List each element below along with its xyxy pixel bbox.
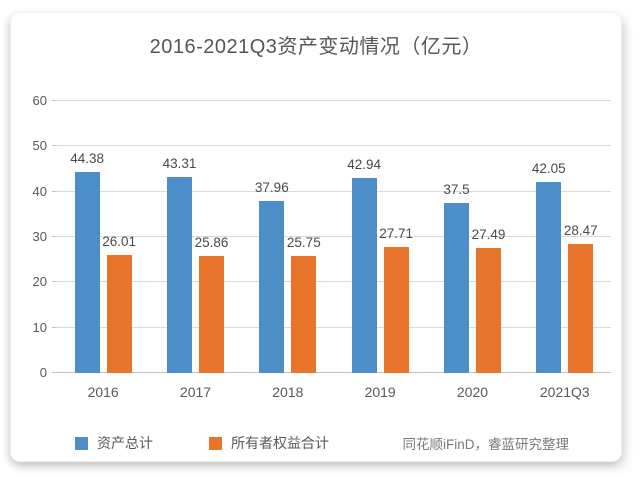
- legend-swatch-assets-icon: [75, 436, 88, 450]
- bar-value-label-assets-2018: 37.96: [254, 179, 289, 195]
- bar-group-2019: 42.94 27.71 2019: [334, 101, 426, 400]
- bar-value-label-equity-2017: 25.86: [194, 234, 229, 250]
- bar-value-label-equity-2018: 25.75: [286, 235, 321, 251]
- y-tick-label-10: 10: [32, 319, 47, 335]
- y-tick-label-50: 50: [32, 138, 47, 154]
- bar-group-2016: 44.38 26.01 2016: [57, 101, 149, 400]
- bar-equity-2020: 27.49: [472, 227, 505, 373]
- gridline-20: [57, 281, 611, 283]
- x-tick-label-2021Q3: 2021Q3: [539, 384, 590, 400]
- y-tick-label-0: 0: [39, 365, 47, 380]
- y-tick-label-20: 20: [32, 274, 47, 290]
- legend-swatch-equity-icon: [209, 436, 222, 450]
- axis-tick-20: [52, 281, 57, 283]
- legend-label-assets: 资产总计: [97, 435, 153, 451]
- axis-tick-40: [52, 190, 57, 192]
- bar-equity-2019: 27.71: [379, 226, 413, 373]
- bar-group-2017: 43.31 25.86 2017: [149, 101, 241, 400]
- gridline-0: [57, 372, 611, 373]
- bar-equity-2018: 25.75: [287, 235, 321, 373]
- bar-value-label-assets-2020: 37.5: [443, 182, 470, 197]
- x-tick-label-2019: 2019: [364, 384, 396, 400]
- bar-value-label-assets-2021Q3: 42.05: [531, 161, 566, 177]
- bar-equity-2017: 25.86: [195, 235, 228, 373]
- legend-item-assets: 资产总计: [75, 433, 153, 453]
- source-note: 同花顺iFinD，睿蓝研究整理: [402, 437, 569, 452]
- bar-group-2020: 37.5 27.49 2020: [426, 101, 518, 400]
- chart-title: 2016-2021Q3资产变动情况（亿元）: [149, 36, 483, 58]
- chart-card: 2016-2021Q3资产变动情况（亿元） 0 10 20 30 40 50 60 44.3…: [10, 12, 622, 462]
- axis-tick-30: [52, 236, 57, 237]
- bar-assets-2020: 37.5: [443, 182, 470, 373]
- legend: 资产总计 所有者权益合计 同花顺iFinD，睿蓝研究整理: [75, 433, 569, 453]
- bar-value-label-equity-2019: 27.71: [379, 226, 414, 242]
- bar-group-2018: 37.96 25.75 2018: [242, 101, 334, 400]
- y-tick-label-60: 60: [32, 93, 47, 108]
- bar-assets-2016: 44.38: [70, 151, 104, 373]
- gridline-10: [57, 326, 611, 328]
- x-tick-label-2020: 2020: [456, 384, 489, 400]
- bar-value-label-assets-2019: 42.94: [347, 157, 382, 173]
- y-axis: 0 10 20 30 40 50 60: [21, 94, 57, 380]
- bar-assets-2017: 43.31: [163, 156, 196, 373]
- axis-tick-0: [52, 372, 57, 373]
- chart-area: 0 10 20 30 40 50 60 44.38 26.01 2016 43.31 25.86 20…: [21, 94, 611, 400]
- y-tick-label-30: 30: [32, 229, 47, 244]
- axis-tick-60: [52, 100, 57, 101]
- bar-value-label-equity-2020: 27.49: [471, 227, 506, 243]
- bar-assets-2019: 42.94: [347, 157, 381, 373]
- gridline-50: [57, 145, 611, 147]
- bar-equity-2016: 26.01: [102, 234, 136, 373]
- x-tick-label-2016: 2016: [87, 384, 119, 400]
- bar-value-label-equity-2016: 26.01: [102, 234, 137, 250]
- gridline-30: [57, 236, 611, 237]
- bar-value-label-assets-2016: 44.38: [70, 150, 105, 166]
- bar-value-label-equity-2021Q3: 28.47: [563, 222, 598, 238]
- y-tick-label-40: 40: [32, 183, 47, 199]
- bar-groups: 44.38 26.01 2016 43.31 25.86 2017 37.96 25.75 20…: [57, 101, 611, 400]
- axis-tick-10: [52, 326, 57, 328]
- legend-label-equity: 所有者权益合计: [231, 435, 329, 451]
- axis-tick-50: [52, 145, 57, 147]
- bar-assets-2018: 37.96: [255, 180, 289, 373]
- gridline-40: [57, 190, 611, 192]
- x-tick-label-2018: 2018: [272, 384, 304, 400]
- bar-group-2021Q3: 42.05 28.47 2021Q3: [519, 101, 611, 400]
- bar-assets-2021Q3: 42.05: [532, 161, 566, 373]
- x-tick-label-2017: 2017: [179, 384, 212, 400]
- bar-equity-2021Q3: 28.47: [564, 223, 598, 373]
- bar-value-label-assets-2017: 43.31: [162, 155, 197, 171]
- plot-area: 44.38 26.01 2016 43.31 25.86 2017 37.96 25.75 20…: [52, 100, 611, 400]
- legend-item-equity: 所有者权益合计: [209, 433, 329, 453]
- gridline-60: [57, 100, 611, 101]
